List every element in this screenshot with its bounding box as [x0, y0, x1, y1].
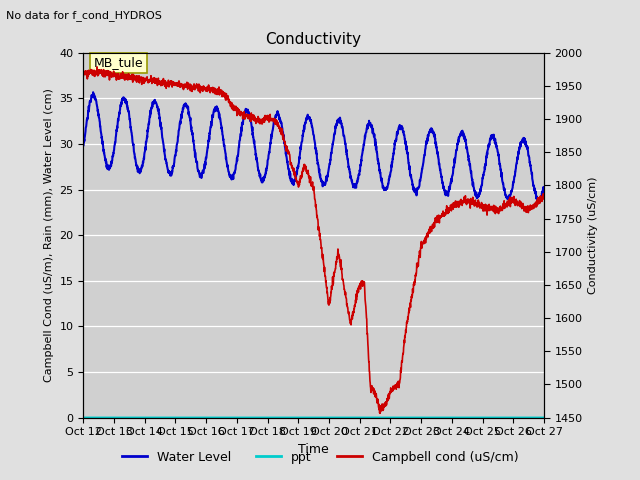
Y-axis label: Campbell Cond (uS/m), Rain (mm), Water Level (cm): Campbell Cond (uS/m), Rain (mm), Water L…	[44, 88, 54, 382]
Text: No data for f_cond_HYDROS: No data for f_cond_HYDROS	[6, 10, 163, 21]
Legend: Water Level, ppt, Campbell cond (uS/cm): Water Level, ppt, Campbell cond (uS/cm)	[116, 446, 524, 469]
Y-axis label: Conductivity (uS/cm): Conductivity (uS/cm)	[588, 177, 598, 294]
Text: MB_tule: MB_tule	[94, 57, 143, 70]
X-axis label: Time: Time	[298, 443, 329, 456]
Title: Conductivity: Conductivity	[266, 33, 362, 48]
